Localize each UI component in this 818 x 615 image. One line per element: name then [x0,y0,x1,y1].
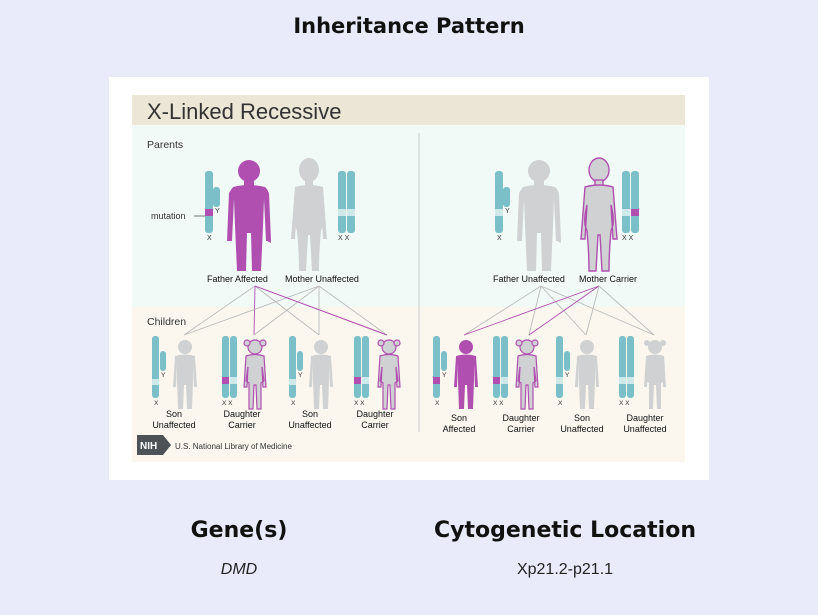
gene-value: DMD [220,561,258,578]
svg-text:X: X [207,235,212,242]
svg-text:X X: X X [222,400,233,407]
svg-text:Carrier: Carrier [361,420,389,430]
parents-label: Parents [147,139,183,151]
svg-text:Daughter: Daughter [223,409,260,419]
left-child-4: X X Daughter Carrier [354,336,401,430]
svg-text:Y: Y [565,372,570,379]
children-label: Children [147,316,186,328]
svg-text:Son: Son [166,409,182,419]
page-title: Inheritance Pattern [293,14,525,38]
svg-text:X X: X X [619,400,630,407]
svg-text:X: X [154,400,159,407]
svg-text:Y: Y [442,372,447,379]
left-father-label: Father Affected [207,274,268,284]
right-inheritance-lines [463,285,655,336]
svg-text:X: X [558,400,563,407]
right-mother-chromosomes: X X [622,171,639,242]
gene-section: Gene(s) DMD [139,518,339,579]
cytogenetic-heading: Cytogenetic Location [434,518,696,543]
svg-text:Y: Y [505,208,510,215]
mutation-label: mutation [151,211,186,221]
right-father-label: Father Unaffected [493,274,565,284]
svg-text:X X: X X [622,235,634,242]
cytogenetic-value: Xp21.2-p21.1 [516,561,614,578]
diagram-title-bar [132,95,685,125]
svg-text:Y: Y [215,208,220,215]
gene-heading: Gene(s) [190,518,288,543]
svg-text:Affected: Affected [443,424,476,434]
svg-text:Daughter: Daughter [356,409,393,419]
children-panel [132,307,685,462]
svg-text:NIH: NIH [140,441,157,452]
svg-text:Daughter: Daughter [626,413,663,423]
svg-text:X X: X X [354,400,365,407]
diagram-title: X-Linked Recessive [147,99,341,124]
svg-text:Carrier: Carrier [507,424,535,434]
svg-text:Son: Son [451,413,467,423]
left-mother-label: Mother Unaffected [285,274,359,284]
inheritance-diagram: X-Linked Recessive Parents Children X Y … [109,77,709,480]
svg-text:Y: Y [298,372,303,379]
svg-text:Son: Son [574,413,590,423]
right-child-1: X Y Son Affected [433,336,478,434]
svg-text:X: X [291,400,296,407]
right-father-chromosomes: X Y [495,171,510,242]
svg-text:X X: X X [493,400,504,407]
right-child-3: X Y Son Unaffected [556,336,604,434]
left-mother-chromosomes: X X [338,171,355,242]
right-mother-label: Mother Carrier [579,274,637,284]
svg-text:X: X [497,235,502,242]
right-child-2: X X Daughter Carrier [493,336,540,434]
nih-logo: NIH U.S. National Library of Medicine [137,435,292,455]
left-inheritance-lines [183,285,388,336]
svg-text:Unaffected: Unaffected [288,420,331,430]
left-child-3: X Y Son Unaffected [288,336,333,430]
svg-text:Unaffected: Unaffected [623,424,666,434]
svg-text:Daughter: Daughter [502,413,539,423]
svg-text:U.S. National Library of Medic: U.S. National Library of Medicine [175,442,292,451]
right-child-4: X X Daughter Unaffected [619,336,667,434]
svg-text:Son: Son [302,409,318,419]
svg-text:Unaffected: Unaffected [152,420,195,430]
svg-text:X X: X X [338,235,350,242]
cytogenetic-section: Cytogenetic Location Xp21.2-p21.1 [430,518,700,579]
left-child-1: X Y Son Unaffected [152,336,197,430]
svg-text:Carrier: Carrier [228,420,256,430]
left-child-2: X X Daughter Carrier [222,336,267,430]
svg-text:Y: Y [161,372,166,379]
svg-text:X: X [435,400,440,407]
svg-text:Unaffected: Unaffected [560,424,603,434]
left-father-chromosomes: X Y [205,171,220,242]
